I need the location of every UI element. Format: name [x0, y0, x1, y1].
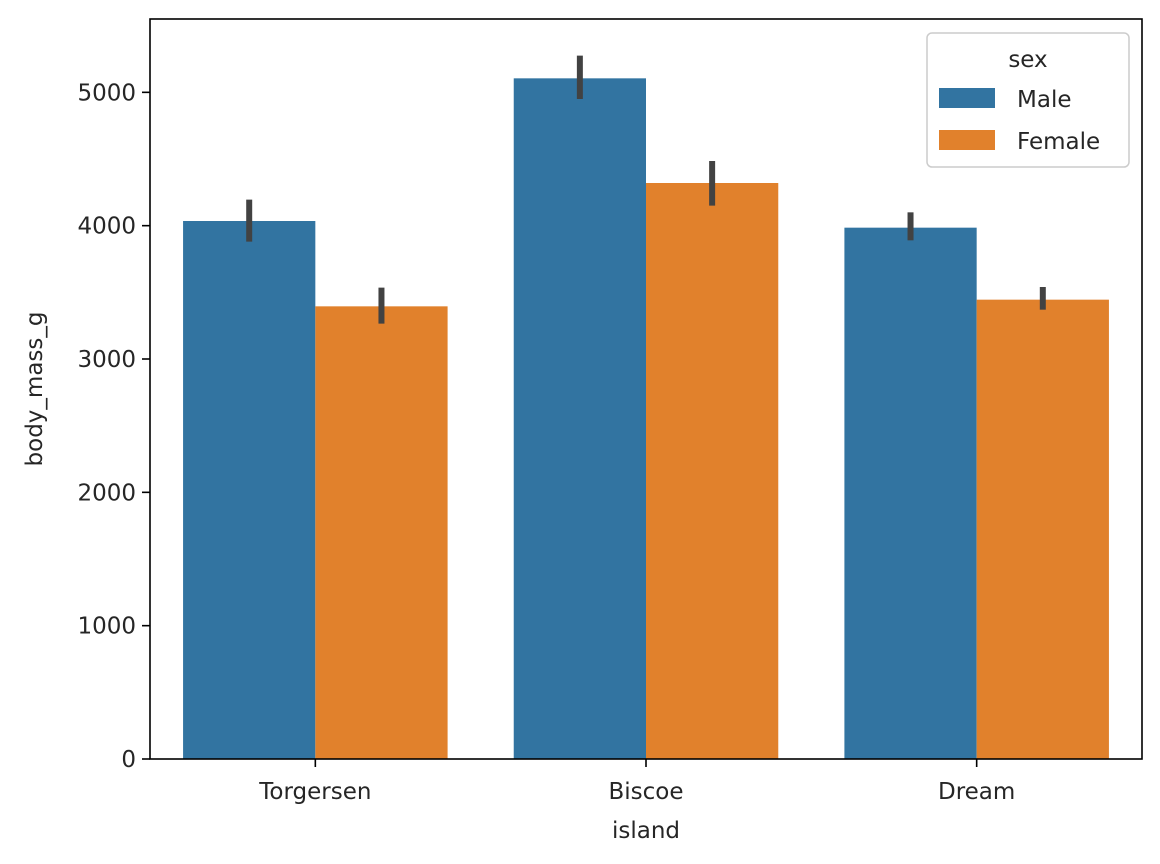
- y-tick-label: 1000: [77, 614, 136, 640]
- x-tick-label: Dream: [938, 779, 1015, 805]
- errorbars-layer: [246, 55, 1046, 324]
- legend-swatch-male: [939, 88, 995, 108]
- bar-female-biscoe: [646, 183, 779, 759]
- legend-swatch-female: [939, 130, 995, 150]
- y-axis: 0 1000 2000 3000 4000 5000: [77, 80, 150, 773]
- bar-male-torgersen: [183, 221, 316, 759]
- y-tick-label: 4000: [77, 214, 136, 240]
- x-tick-label: Torgersen: [258, 779, 371, 805]
- y-tick-label: 5000: [77, 80, 136, 106]
- bars-layer: [183, 78, 1109, 760]
- x-tick-label: Biscoe: [608, 779, 683, 805]
- y-tick-label: 0: [121, 747, 136, 773]
- legend: sex Male Female: [926, 32, 1130, 168]
- bar-male-dream: [844, 227, 977, 759]
- legend-label-female: Female: [1017, 129, 1100, 155]
- legend-title: sex: [1008, 47, 1047, 73]
- bar-male-biscoe: [513, 78, 646, 760]
- x-axis-label: island: [612, 818, 680, 844]
- bar-female-dream: [976, 299, 1109, 759]
- y-tick-label: 3000: [77, 347, 136, 373]
- bar-female-torgersen: [315, 306, 448, 759]
- y-axis-label: body_mass_g: [22, 312, 48, 467]
- y-tick-label: 2000: [77, 480, 136, 506]
- x-axis: Torgersen Biscoe Dream: [258, 759, 1015, 805]
- legend-label-male: Male: [1017, 87, 1071, 113]
